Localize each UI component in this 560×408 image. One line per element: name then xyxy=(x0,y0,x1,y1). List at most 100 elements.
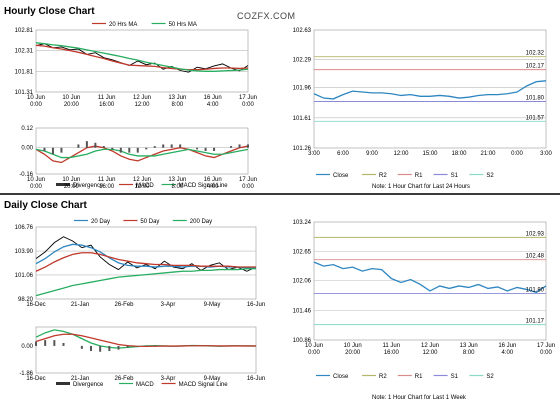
hourly_price-x-tick-line: 11 Jun xyxy=(98,95,116,101)
last24h-x-tick: 0:00 xyxy=(511,151,523,157)
last_week-x-tick-line: 17 Jun xyxy=(537,343,555,349)
hourly_macd-y-tick: -0.16 xyxy=(19,172,33,178)
hourly_macd-x-tick-line: 4:00 xyxy=(207,184,219,190)
last_week-y-tick: 102.06 xyxy=(293,279,312,285)
hourly_price-x-tick: 13 Jun 8:00 xyxy=(168,95,186,108)
hourly_macd-x-tick-line: 16:00 xyxy=(99,184,115,190)
hourly_price-x-tick-line: 10 Jun xyxy=(62,95,80,101)
hourly_macd-y-tick: 0.00 xyxy=(21,146,33,152)
last_week-panel xyxy=(313,221,547,377)
last_week-level-label: 101.17 xyxy=(526,319,545,325)
last_week-x-tick: 11 Jun 16:00 xyxy=(383,343,401,356)
last_week-x-tick-line: 12:00 xyxy=(422,350,438,356)
daily_macd-y-tick: 0.00 xyxy=(21,344,33,350)
hourly_macd-x-tick-line: 8:00 xyxy=(171,184,183,190)
last_week-x-tick: 12 Jun 12:00 xyxy=(421,343,439,356)
last_week-x-tick-line: 8:00 xyxy=(463,350,475,356)
last24h-y-tick: 101.26 xyxy=(293,146,312,152)
daily_macd-panel xyxy=(35,326,257,385)
last_week-x-tick-line: 0:00 xyxy=(308,350,320,356)
last_week-x-tick: 16 Jun 4:00 xyxy=(498,343,516,356)
daily_macd-legend-label: MACD Signal Line xyxy=(179,382,229,388)
last24h-legend-label: Close xyxy=(333,173,349,179)
daily_macd-legend-label: MACD xyxy=(136,382,154,388)
last24h-x-tick: 18:00 xyxy=(451,151,467,157)
hourly_macd-x-tick: 16 Jun 4:00 xyxy=(204,177,222,190)
hourly_price-x-tick: 10 Jun 20:00 xyxy=(62,95,80,108)
daily_price-x-tick: 3-Apr xyxy=(161,302,176,308)
last24h-x-tick: 21:00 xyxy=(480,151,496,157)
daily_macd-legend-label: Divergence xyxy=(73,382,104,388)
last24h-x-tick: 6:00 xyxy=(337,151,349,157)
hourly_price-x-tick-line: 12:00 xyxy=(134,102,150,108)
last_week-x-tick-line: 10 Jun xyxy=(305,343,323,349)
last24h-level-label: 101.80 xyxy=(526,95,545,101)
hourly_price-panel xyxy=(35,22,249,93)
daily_price-y-tick: 98.20 xyxy=(18,297,34,303)
hourly_macd-legend-label: MACD Signal Line xyxy=(179,183,229,189)
hourly_price-x-tick-line: 13 Jun xyxy=(168,95,186,101)
hourly_price-x-tick: 12 Jun 12:00 xyxy=(133,95,151,108)
hourly_price-series-20-hrs-ma xyxy=(35,44,249,71)
last24h-x-tick: 12:00 xyxy=(393,151,409,157)
last24h-x-tick: 3:00 xyxy=(308,151,320,157)
last_week-x-tick-line: 4:00 xyxy=(501,350,513,356)
hourly_macd-x-tick: 17 Jun 0:00 xyxy=(239,177,257,190)
hourly_macd-legend-label: Divergence xyxy=(73,183,104,189)
last_week-legend-label: S1 xyxy=(451,374,459,380)
last24h-level-label: 102.17 xyxy=(526,64,545,70)
last_week-legend-label: R1 xyxy=(415,374,423,380)
hourly_macd-legend-swatch xyxy=(56,183,70,186)
daily_price-series-close xyxy=(35,236,257,272)
hourly_price-x-tick-line: 20:00 xyxy=(64,102,80,108)
last_week-legend-label: Close xyxy=(333,374,349,380)
last24h-x-tick: 3:00 xyxy=(540,151,552,157)
hourly-section-title: Hourly Close Chart xyxy=(4,6,95,17)
last_week-x-tick-line: 16 Jun xyxy=(498,343,516,349)
hourly_price-x-tick-line: 0:00 xyxy=(30,102,42,108)
daily_macd-x-tick: 9-May xyxy=(204,376,221,382)
last_week-series-close xyxy=(313,261,547,294)
hourly_macd-frame xyxy=(35,127,249,175)
daily_price-y-tick: 101.06 xyxy=(15,273,34,279)
daily-note: Note: 1 Hour Chart for Last 1 Week xyxy=(372,395,466,401)
daily_price-y-tick: 106.76 xyxy=(15,225,34,231)
last_week-level-label: 102.48 xyxy=(526,254,545,260)
last24h-legend-label: R2 xyxy=(379,173,387,179)
hourly_macd-x-tick-line: 16 Jun xyxy=(204,177,222,183)
last_week-x-tick-line: 16:00 xyxy=(384,350,400,356)
hourly_price-x-tick-line: 8:00 xyxy=(171,102,183,108)
hourly_price-x-tick-line: 16 Jun xyxy=(204,95,222,101)
hourly_macd-x-tick-line: 10 Jun xyxy=(27,177,45,183)
hourly_price-y-tick: 102.81 xyxy=(15,28,34,34)
hourly_macd-x-tick: 11 Jun 16:00 xyxy=(98,177,116,190)
hourly_macd-x-tick-line: 13 Jun xyxy=(168,177,186,183)
last_week-frame xyxy=(313,221,547,341)
hourly_price-y-tick: 101.31 xyxy=(15,90,34,96)
hourly_price-x-tick-line: 0:00 xyxy=(242,102,254,108)
daily_macd-x-tick: 16-Dec xyxy=(26,376,45,382)
hourly_price-x-tick-line: 4:00 xyxy=(207,102,219,108)
brand-label: COZFX.COM xyxy=(237,11,296,21)
hourly_macd-x-tick-line: 0:00 xyxy=(242,184,254,190)
daily_price-series-200-day xyxy=(35,268,256,297)
last24h-y-tick: 101.96 xyxy=(293,86,312,92)
hourly_price-y-tick: 101.81 xyxy=(15,69,34,75)
last24h-frame xyxy=(313,29,547,149)
daily_price-legend-label: 200 Day xyxy=(190,219,212,225)
hourly_macd-x-tick-line: 11 Jun xyxy=(98,177,116,183)
hourly_price-x-tick: 11 Jun 16:00 xyxy=(98,95,116,108)
last_week-level-label: 101.80 xyxy=(526,287,545,293)
last_week-x-tick-line: 11 Jun xyxy=(383,343,401,349)
daily-section-title: Daily Close Chart xyxy=(4,200,87,211)
daily_macd-y-tick: -1.86 xyxy=(19,371,33,377)
last_week-y-tick: 103.24 xyxy=(293,220,312,226)
last_week-y-tick: 101.46 xyxy=(293,308,312,314)
daily_price-x-tick: 26-Feb xyxy=(114,302,134,308)
last24h-level-label: 102.32 xyxy=(526,51,545,57)
hourly-note: Note: 1 Hour Chart for Last 24 Hours xyxy=(372,184,471,190)
hourly_macd-legend-label: MACD xyxy=(136,183,154,189)
hourly_price-x-tick: 10 Jun 0:00 xyxy=(27,95,45,108)
last_week-x-tick: 10 Jun 20:00 xyxy=(344,343,362,356)
